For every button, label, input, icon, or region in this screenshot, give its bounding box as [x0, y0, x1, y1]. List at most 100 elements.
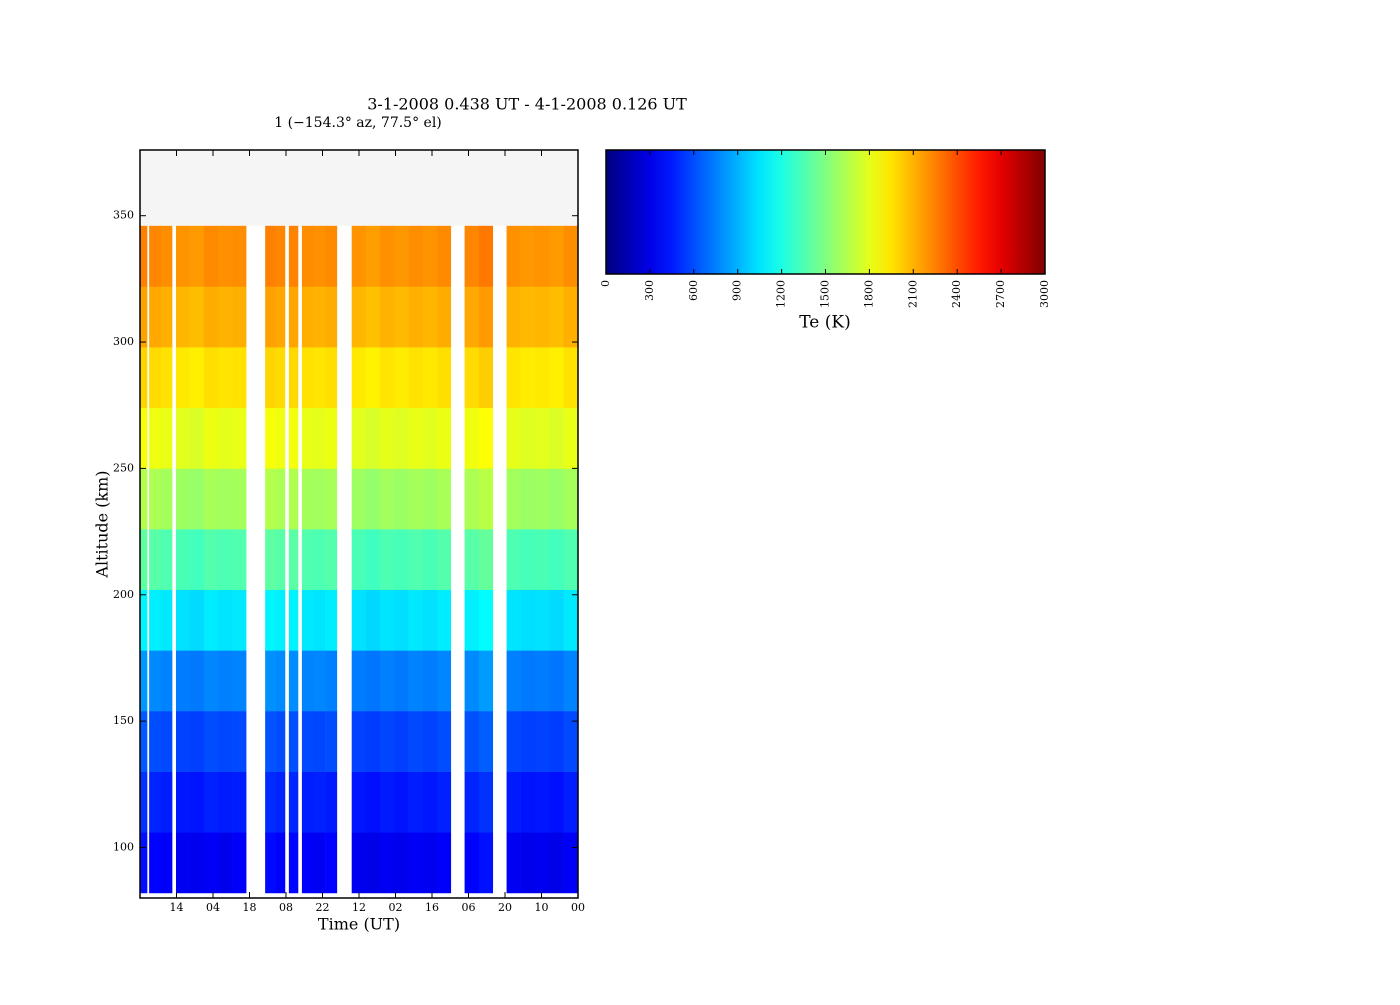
heatmap-cell: [140, 468, 148, 530]
heatmap-cell: [288, 650, 299, 712]
heatmap-cell: [288, 347, 299, 409]
heatmap-cell: [149, 589, 162, 651]
heatmap-cell: [520, 589, 536, 651]
heatmap-cell: [265, 832, 276, 894]
heatmap-cell: [478, 771, 494, 833]
heatmap-cell: [478, 407, 494, 469]
heatmap-cell: [520, 347, 536, 409]
heatmap-cell: [437, 832, 452, 894]
heatmap-cell: [232, 711, 247, 772]
heatmap-cell: [149, 407, 162, 469]
heatmap-cell: [175, 589, 190, 651]
heatmap-cell: [218, 589, 233, 651]
heatmap-cell: [379, 650, 395, 712]
heatmap-cell: [534, 407, 550, 469]
heatmap-cell: [534, 589, 550, 651]
y-tick-label: 100: [113, 840, 134, 853]
heatmap-cell: [534, 711, 550, 772]
heatmap-cell: [520, 468, 536, 530]
heatmap-cell: [313, 832, 326, 894]
heatmap-cell: [563, 771, 578, 833]
heatmap-cell: [549, 650, 564, 712]
heatmap-cell: [288, 589, 299, 651]
heatmap-cell: [563, 225, 578, 287]
heatmap-cell: [351, 650, 367, 712]
heatmap-cell: [140, 347, 148, 409]
heatmap-cell: [275, 468, 286, 530]
heatmap-cell: [506, 589, 521, 651]
heatmap-cell: [506, 225, 521, 287]
heatmap-cell: [365, 650, 381, 712]
heatmap-cell: [313, 225, 326, 287]
heatmap-cell: [464, 407, 480, 469]
heatmap-cell: [232, 589, 247, 651]
heatmap-cell: [563, 529, 578, 591]
heatmap-cell: [534, 225, 550, 287]
heatmap-cell: [506, 286, 521, 348]
heatmap-cell: [365, 711, 381, 772]
heatmap-cell: [189, 832, 205, 894]
heatmap-cell: [175, 468, 190, 530]
heatmap-cell: [218, 771, 233, 833]
heatmap-cell: [351, 711, 367, 772]
heatmap-cell: [149, 832, 162, 894]
heatmap-cell: [549, 589, 564, 651]
heatmap-cell: [549, 407, 564, 469]
heatmap-cell: [408, 589, 424, 651]
heatmap-cell: [365, 468, 381, 530]
heatmap-cell: [506, 468, 521, 530]
plot-frame: [139, 149, 579, 899]
heatmap-cell: [549, 225, 564, 287]
heatmap-cell: [203, 771, 219, 833]
heatmap-cell: [275, 589, 286, 651]
heatmap-cell: [160, 468, 173, 530]
heatmap-cell: [437, 468, 452, 530]
heatmap-cell: [203, 225, 219, 287]
heatmap-cell: [232, 832, 247, 894]
heatmap-cell: [394, 589, 409, 651]
heatmap-cell: [175, 225, 190, 287]
heatmap-cell: [464, 468, 480, 530]
heatmap-cell: [288, 529, 299, 591]
heatmap-cell: [301, 529, 314, 591]
heatmap-cell: [218, 225, 233, 287]
heatmap-cell: [520, 225, 536, 287]
heatmap-cell: [275, 832, 286, 894]
x-tick-label: 04: [206, 901, 220, 914]
heatmap-cell: [534, 650, 550, 712]
colorbar-frame: [605, 149, 1046, 275]
heatmap-cell: [379, 771, 395, 833]
heatmap-cell: [288, 286, 299, 348]
heatmap-cell: [325, 650, 338, 712]
heatmap-cell: [160, 650, 173, 712]
colorbar-tick-label: 300: [643, 280, 656, 301]
heatmap-cell: [189, 286, 205, 348]
heatmap-cell: [203, 529, 219, 591]
heatmap-cell: [232, 225, 247, 287]
colorbar-tick-label: 3000: [1038, 280, 1051, 308]
heatmap-cell: [275, 225, 286, 287]
heatmap-cell: [563, 347, 578, 409]
heatmap-cell: [408, 225, 424, 287]
colorbar-tick-label: 2400: [950, 280, 963, 308]
heatmap-cell: [520, 407, 536, 469]
heatmap-cell: [520, 529, 536, 591]
heatmap-cell: [520, 650, 536, 712]
heatmap-cell: [325, 225, 338, 287]
heatmap-cell: [422, 711, 438, 772]
heatmap-cell: [422, 347, 438, 409]
heatmap-cell: [175, 650, 190, 712]
x-tick-label: 02: [389, 901, 403, 914]
colorbar-tick-label: 1200: [775, 280, 788, 308]
heatmap-cell: [478, 529, 494, 591]
heatmap-cell: [232, 347, 247, 409]
heatmap-cell: [160, 832, 173, 894]
heatmap-cell: [160, 286, 173, 348]
heatmap-cell: [265, 529, 276, 591]
y-axis-label: Altitude (km): [93, 470, 112, 578]
heatmap-cell: [232, 529, 247, 591]
heatmap-cell: [506, 771, 521, 833]
heatmap-cell: [351, 771, 367, 833]
heatmap-cell: [478, 711, 494, 772]
chart-title: 3-1-2008 0.438 UT - 4-1-2008 0.126 UT: [367, 95, 687, 114]
